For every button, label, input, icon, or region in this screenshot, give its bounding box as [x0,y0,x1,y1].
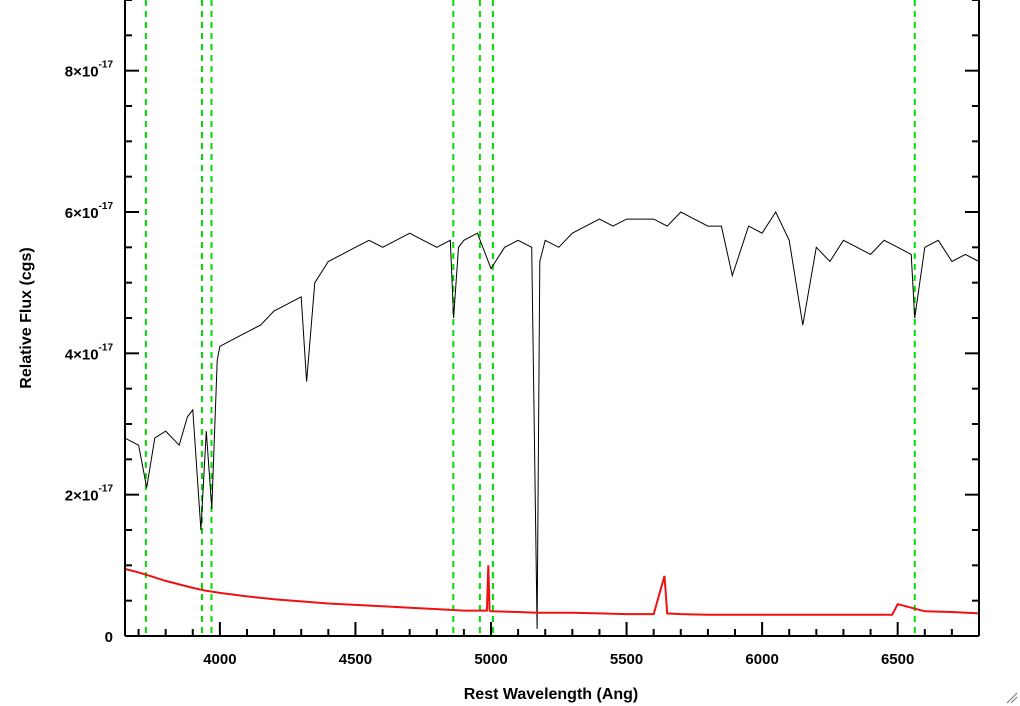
reference-lines [144,0,916,636]
series-layer [124,210,980,629]
y-tick-label: 8×10-17 [65,60,114,81]
axes [124,0,980,637]
tick-labels: 4000 4500 5000 5500 6000 6500 0 2×10-17 4×10-17 6… [65,60,915,668]
y-tick-label: 0 [105,629,113,646]
y-tick-label: 2×10-17 [65,484,114,505]
y-axis-title: Relative Flux (cgs) [18,247,35,388]
x-tick-label: 5500 [610,651,643,668]
y-tick-label: 6×10-17 [65,201,114,222]
x-tick-label: 4000 [203,651,236,668]
y-tick-label: 4×10-17 [65,342,114,363]
x-tick-label: 6500 [881,651,914,668]
x-axis-title: Rest Wavelength (Ang) [464,686,639,703]
x-tick-label: 6000 [745,651,778,668]
error-series-line [124,565,980,616]
spectrum-series-line [124,210,980,629]
x-tick-label: 4500 [339,651,372,668]
x-tick-label: 5000 [474,651,507,668]
resize-grip-icon[interactable] [1004,690,1018,704]
